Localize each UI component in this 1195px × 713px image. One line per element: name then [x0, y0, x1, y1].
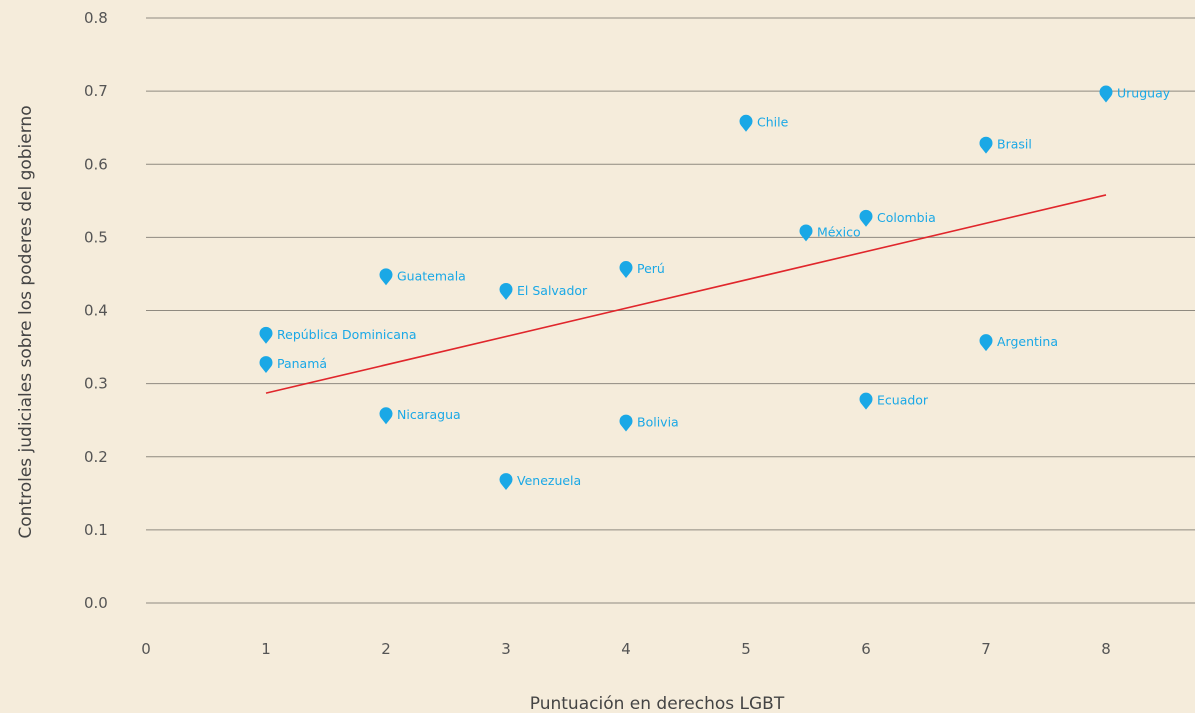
point-label: Colombia — [877, 210, 936, 225]
map-pin-icon — [979, 334, 993, 352]
data-point: Perú — [619, 261, 665, 278]
map-pin-icon — [1099, 85, 1113, 103]
y-tick-label: 0.8 — [84, 9, 108, 27]
map-pin-icon — [859, 392, 873, 410]
point-label: Panamá — [277, 356, 327, 371]
point-label: Uruguay — [1117, 85, 1171, 100]
point-label: Ecuador — [877, 393, 929, 408]
map-pin-icon — [259, 326, 273, 344]
point-label: Venezuela — [517, 473, 581, 488]
trendline — [265, 194, 1107, 394]
y-tick-label: 0.2 — [84, 448, 108, 466]
x-axis-title: Puntuación en derechos LGBT — [530, 694, 785, 713]
y-axis-title: Controles judiciales sobre los poderes d… — [16, 105, 36, 538]
point-label: Chile — [757, 115, 789, 130]
data-point: Nicaragua — [379, 407, 461, 425]
data-point: Brasil — [979, 136, 1032, 154]
point-label: Perú — [637, 261, 665, 276]
data-point: Bolivia — [619, 414, 679, 432]
map-pin-icon — [379, 268, 393, 286]
point-label: México — [817, 224, 861, 239]
x-tick-label: 5 — [741, 640, 751, 658]
map-pin-icon — [859, 209, 873, 227]
point-label: Nicaragua — [397, 407, 461, 422]
grid — [146, 17, 1195, 604]
x-tick-label: 6 — [861, 640, 871, 658]
data-point: Venezuela — [499, 473, 581, 490]
map-pin-icon — [799, 224, 813, 242]
x-tick-label: 7 — [981, 640, 991, 658]
map-pin-icon — [499, 473, 513, 490]
x-axis-ticks: 0 1 2 3 4 5 6 7 8 — [141, 640, 1111, 658]
point-label: El Salvador — [517, 283, 588, 298]
data-point: El Salvador — [499, 282, 588, 300]
trendline-group — [265, 194, 1107, 394]
y-tick-label: 0.1 — [84, 521, 108, 539]
map-pin-icon — [499, 282, 513, 300]
x-tick-label: 3 — [501, 640, 511, 658]
point-label: Argentina — [997, 334, 1058, 349]
data-point: Chile — [739, 114, 789, 132]
map-pin-icon — [619, 414, 633, 432]
data-point: Argentina — [979, 334, 1058, 352]
map-pin-icon — [259, 356, 273, 373]
y-tick-label: 0.6 — [84, 155, 108, 173]
x-tick-label: 1 — [261, 640, 271, 658]
y-tick-label: 0.5 — [84, 228, 108, 246]
point-label: Brasil — [997, 137, 1032, 152]
data-point: Ecuador — [859, 392, 929, 410]
point-label: Bolivia — [637, 415, 679, 430]
data-point: Uruguay — [1099, 85, 1171, 103]
point-label: República Dominicana — [277, 327, 417, 342]
map-pin-icon — [619, 261, 633, 278]
data-point: República Dominicana — [259, 326, 417, 344]
data-points: Uruguay Chile Brasil Colombia México Perú Guat… — [259, 85, 1171, 490]
data-point: México — [799, 224, 861, 242]
point-label: Guatemala — [397, 268, 466, 283]
map-pin-icon — [979, 136, 993, 154]
x-tick-label: 2 — [381, 640, 391, 658]
data-point: Guatemala — [379, 268, 466, 286]
y-tick-label: 0.7 — [84, 82, 108, 100]
y-tick-label: 0.0 — [84, 594, 108, 612]
x-tick-label: 4 — [621, 640, 631, 658]
x-tick-label: 8 — [1101, 640, 1111, 658]
y-axis-ticks: 0.0 0.1 0.2 0.3 0.4 0.5 0.6 0.7 0.8 — [84, 9, 108, 612]
map-pin-icon — [739, 114, 753, 132]
data-point: Panamá — [259, 356, 327, 373]
y-tick-label: 0.4 — [84, 302, 108, 320]
x-tick-label: 0 — [141, 640, 151, 658]
data-point: Colombia — [859, 209, 936, 227]
y-tick-label: 0.3 — [84, 375, 108, 393]
map-pin-icon — [379, 407, 393, 425]
